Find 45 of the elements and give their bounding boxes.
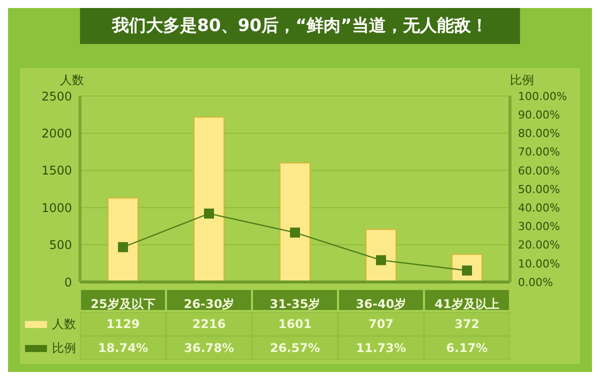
chart-title: 我们大多是80、90后，“鲜肉”当道，无人能敌！ (80, 8, 520, 44)
bar (280, 162, 311, 282)
y2-tick-label: 40.00% (518, 202, 560, 215)
y-tick-label: 0 (64, 275, 72, 290)
point (204, 208, 214, 219)
legend-label: 比例 (52, 340, 76, 356)
x-tick-label: 36-40岁 (356, 297, 406, 311)
point (290, 228, 300, 238)
data-label: 18.74% (80, 336, 166, 360)
y-axis-title: 人数 (60, 72, 84, 89)
x-tick-label: 25岁及以下 (90, 297, 156, 311)
y2-tick-label: 0.00% (518, 276, 553, 289)
data-label: 26.57% (252, 336, 338, 360)
data-label: 36.78% (166, 336, 252, 360)
bar (366, 228, 397, 282)
bar (194, 116, 225, 282)
y2-tick-label: 100.00% (518, 90, 567, 103)
y2-tick-label: 80.00% (518, 127, 560, 140)
y2-tick-label: 70.00% (518, 146, 560, 159)
x-tick-label: 41岁及以上 (434, 297, 500, 311)
data-label: 11.73% (338, 336, 424, 360)
y-tick-label: 1500 (41, 164, 72, 178)
data-label: 1601 (252, 312, 338, 336)
y2-tick-label: 10.00% (518, 257, 560, 270)
y-tick-label: 1000 (41, 200, 72, 215)
bar (108, 198, 139, 282)
data-label: 707 (338, 312, 424, 336)
data-label: 6.17% (424, 336, 510, 360)
data-label: 1129 (80, 312, 166, 336)
point (118, 242, 128, 252)
y2-tick-label: 30.00% (518, 220, 560, 234)
point (376, 255, 386, 266)
x-tick-label: 26-30岁 (184, 297, 234, 311)
y2-tick-label: 90.00% (518, 108, 560, 122)
y-tick-label: 2000 (41, 126, 72, 140)
data-label: 372 (424, 312, 510, 336)
y-tick-label: 500 (49, 238, 72, 252)
y2-tick-label: 50.00% (518, 182, 560, 196)
y2-tick-label: 20.00% (518, 238, 560, 252)
x-tick-label: 31-35岁 (270, 297, 320, 311)
y-tick-label: 2500 (41, 89, 72, 104)
legend-label: 人数 (52, 316, 76, 332)
y2-axis-title: 比例 (510, 72, 534, 89)
y2-tick-label: 60.00% (518, 164, 560, 178)
data-label: 2216 (166, 312, 252, 336)
